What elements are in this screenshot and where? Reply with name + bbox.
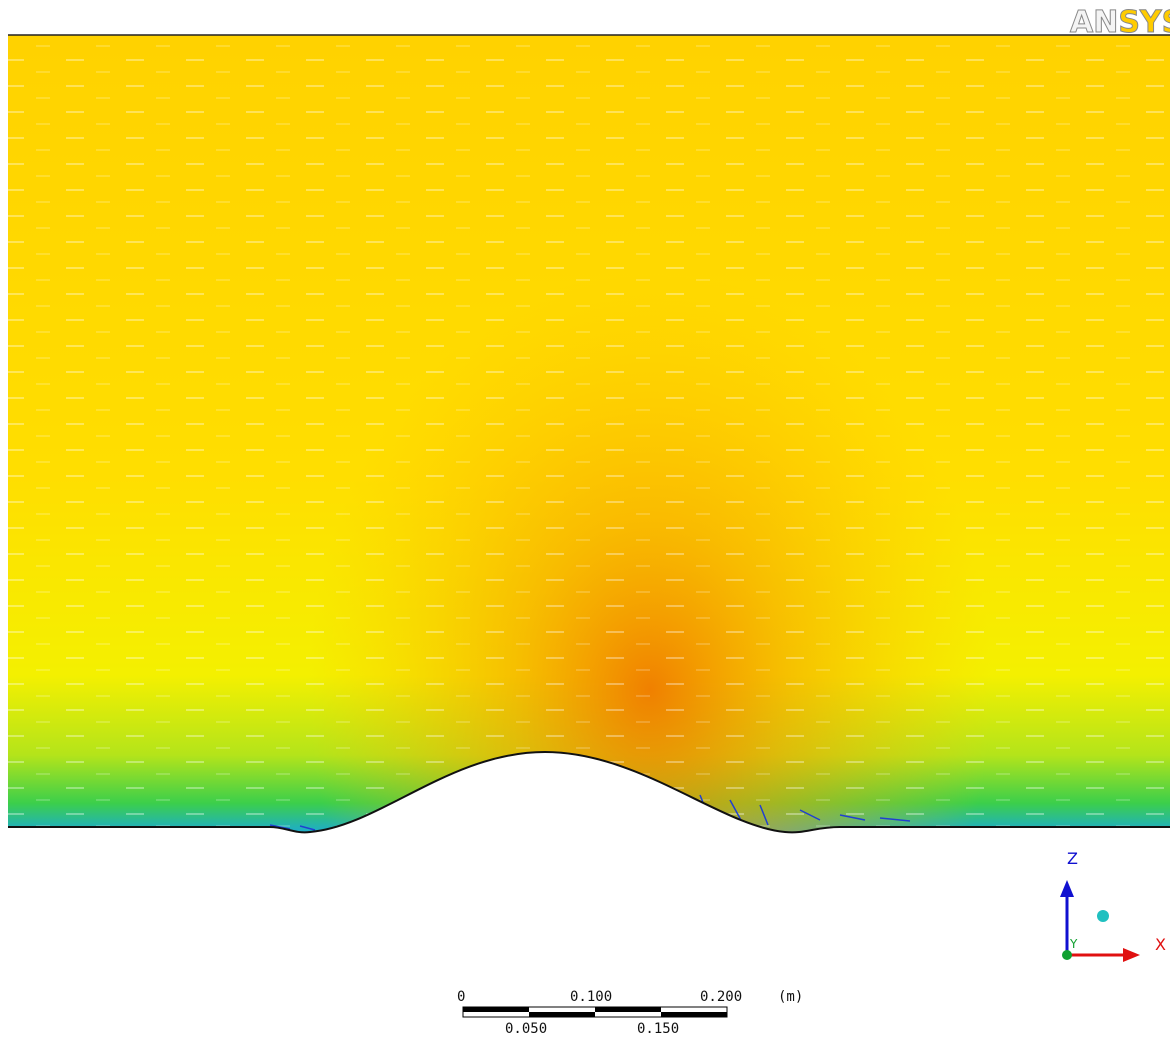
scale-segment	[463, 1007, 529, 1012]
scale-label: 0.150	[637, 1021, 679, 1037]
scale-bar: 0 0.100 0.200 (m) 0.050 0.150	[457, 989, 803, 1037]
x-arrow	[1123, 948, 1140, 962]
scale-unit: (m)	[778, 989, 803, 1005]
scale-segment	[595, 1007, 661, 1012]
scale-label: 0.200	[700, 989, 742, 1005]
scale-segment	[529, 1012, 595, 1017]
z-arrow	[1060, 880, 1074, 897]
view-sphere	[1097, 910, 1109, 922]
y-label: Y	[1069, 937, 1078, 951]
page: {"logo": "ANSYS", "axes": {"z": "Z", "y"…	[0, 0, 1170, 1037]
vector-field	[8, 35, 1170, 835]
z-label: Z	[1067, 849, 1078, 868]
scale-label: 0.100	[570, 989, 612, 1005]
scale-label: 0	[457, 989, 465, 1005]
y-axis	[1062, 950, 1072, 960]
x-label: X	[1155, 935, 1166, 954]
scale-segment	[661, 1012, 727, 1017]
viewport: ANSYS Z Y X 0 0.100 0.200 (m) 0.050 0.15…	[0, 0, 1170, 1037]
axis-triad: Z Y X	[1060, 849, 1166, 962]
logo: ANSYS	[1070, 5, 1170, 40]
scale-label: 0.050	[505, 1021, 547, 1037]
vector-texture	[8, 35, 1170, 835]
